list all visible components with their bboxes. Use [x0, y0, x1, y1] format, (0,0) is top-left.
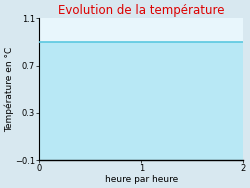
Title: Evolution de la température: Evolution de la température — [58, 4, 224, 17]
X-axis label: heure par heure: heure par heure — [105, 175, 178, 184]
Y-axis label: Température en °C: Température en °C — [4, 47, 14, 132]
